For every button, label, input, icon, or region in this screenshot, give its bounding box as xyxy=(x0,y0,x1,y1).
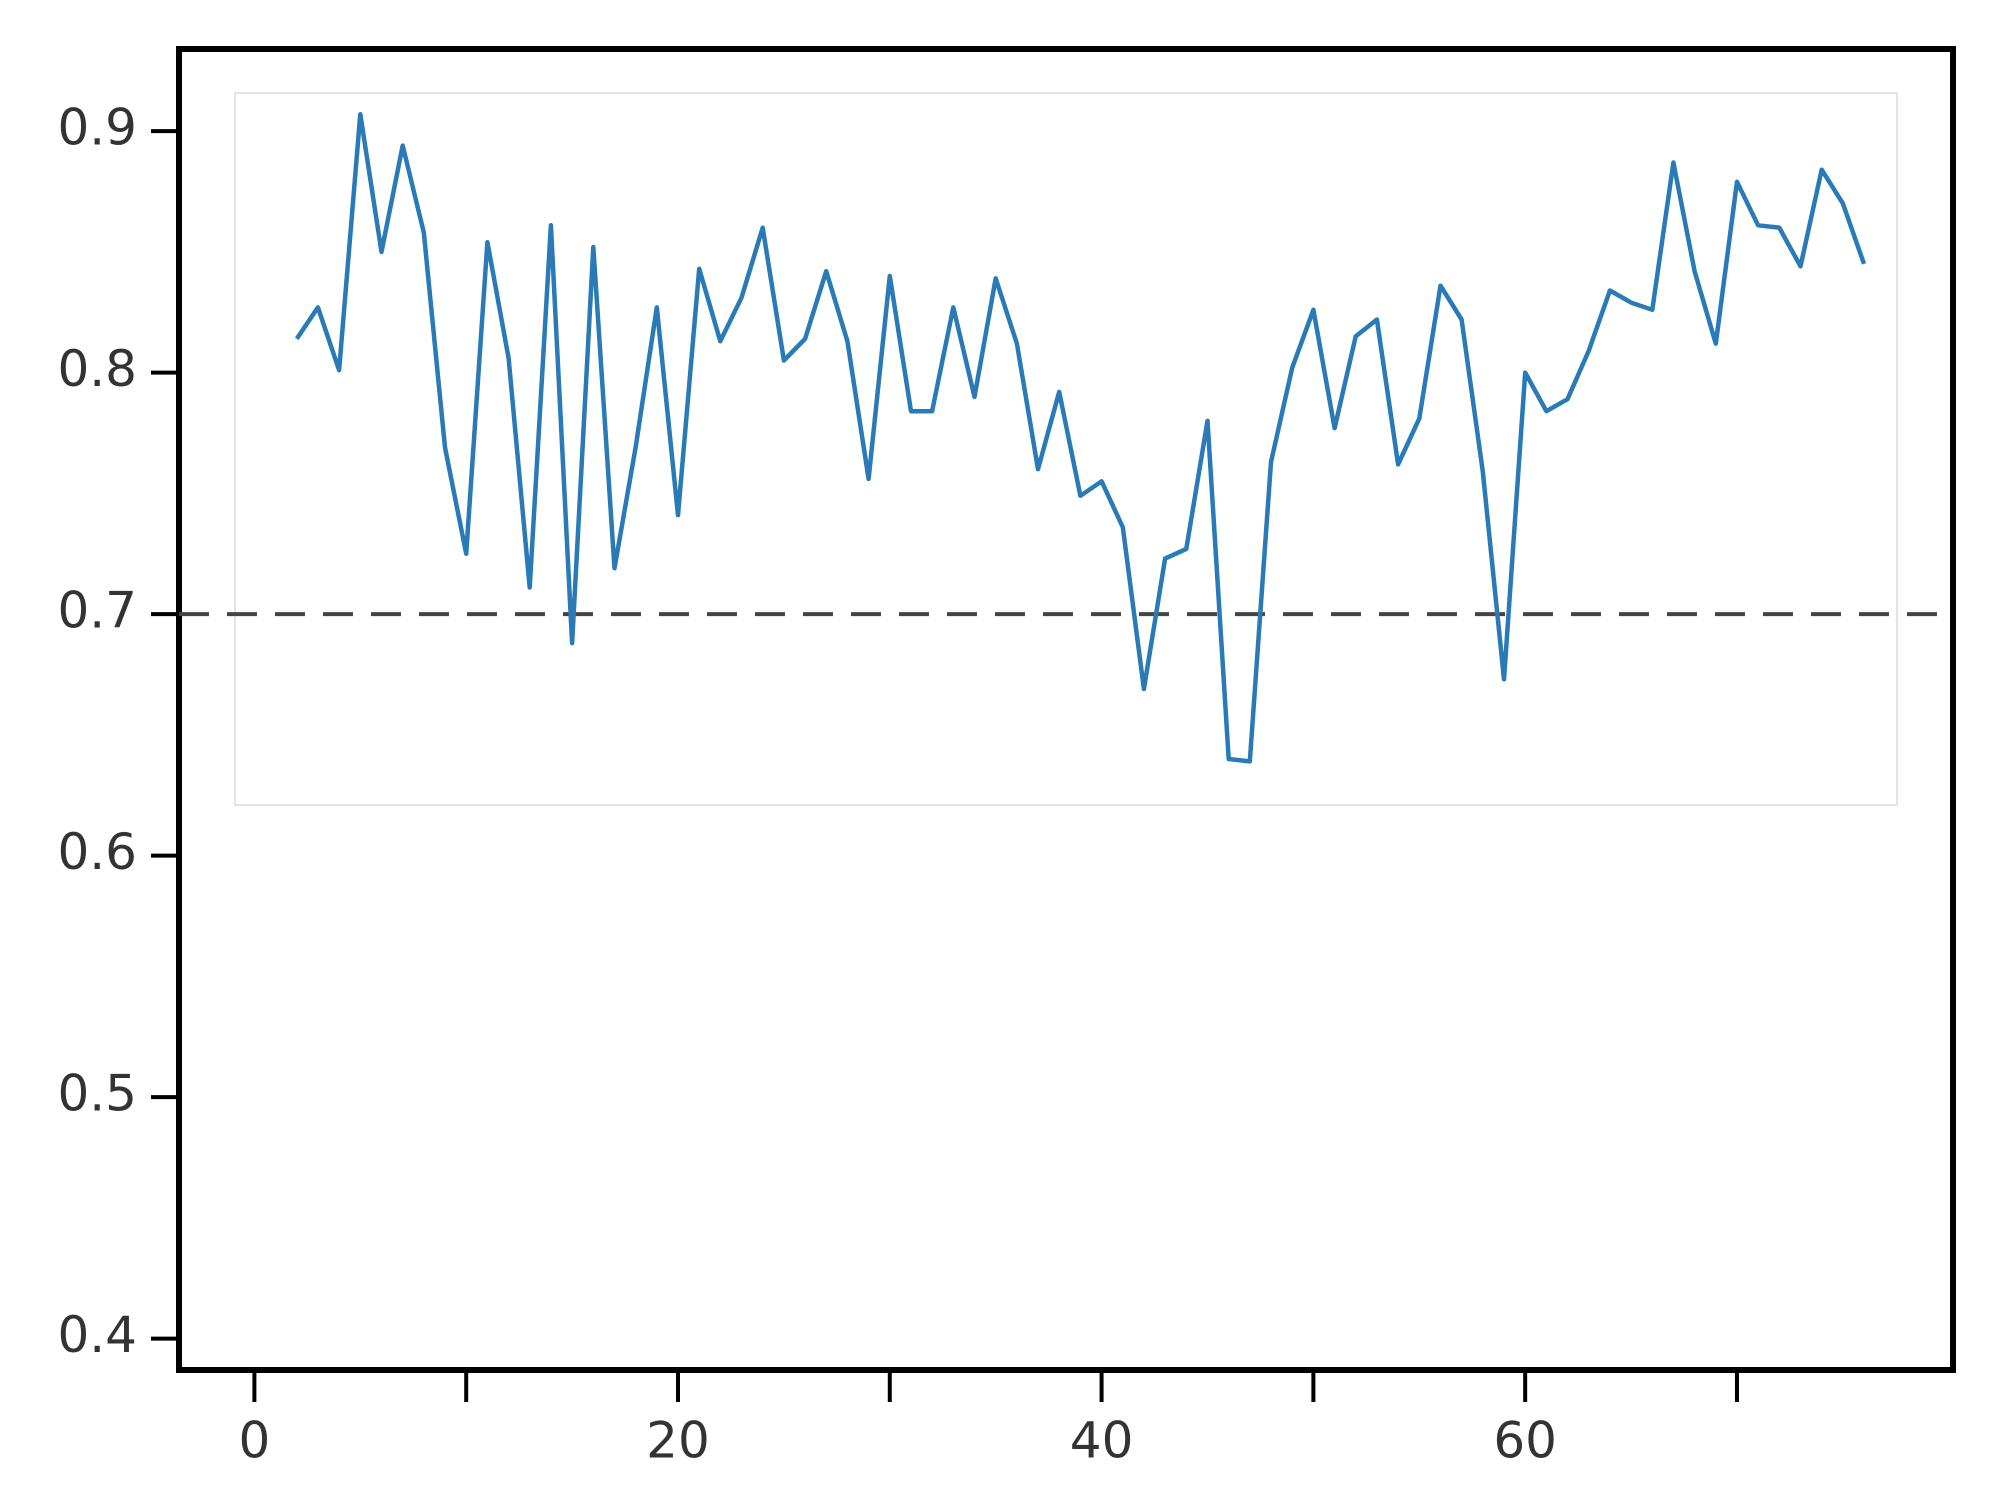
inset-frame xyxy=(234,92,1898,806)
x-tick-label: 60 xyxy=(1493,1412,1557,1470)
y-tick-label: 0.5 xyxy=(57,1065,137,1123)
y-tick-label: 0.9 xyxy=(57,99,137,157)
y-tick-label: 0.6 xyxy=(57,823,137,881)
x-tick-label: 20 xyxy=(646,1412,710,1470)
x-tick-label: 0 xyxy=(238,1412,270,1470)
y-tick-label: 0.4 xyxy=(57,1306,137,1364)
x-tick-label: 40 xyxy=(1070,1412,1134,1470)
y-tick-label: 0.7 xyxy=(57,582,137,640)
y-tick-label: 0.8 xyxy=(57,340,137,398)
data-line xyxy=(294,111,1867,764)
axes-frame xyxy=(176,46,1956,1373)
